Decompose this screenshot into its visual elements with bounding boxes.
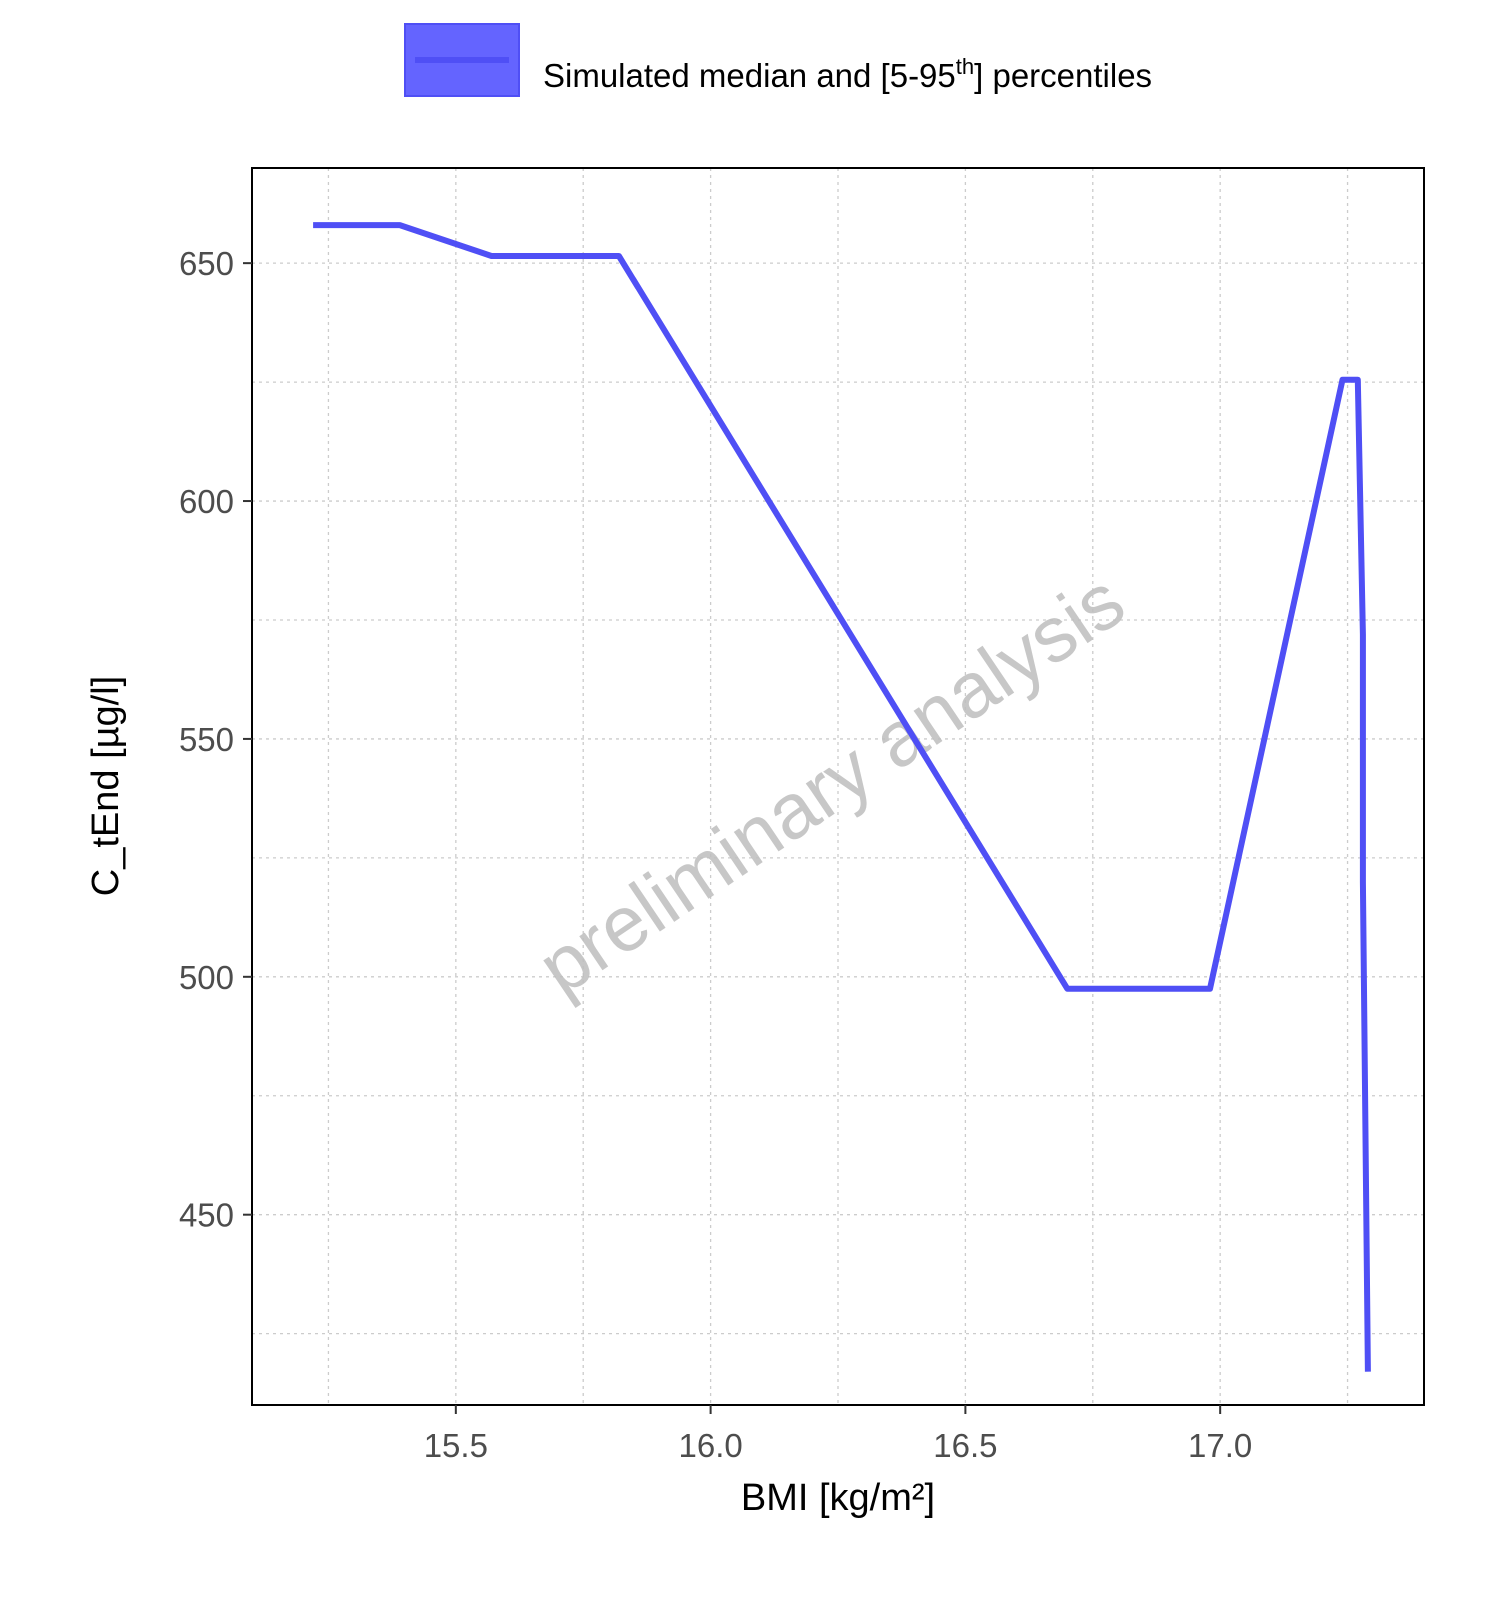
legend-label: Simulated median and [5-95th] percentile… [543,54,1152,94]
legend-label-end: ] percentiles [974,57,1152,94]
y-axis: 450 500 550 600 650 [179,245,252,1234]
x-tick-label: 16.0 [678,1427,742,1464]
median-line [313,222,1371,1372]
y-tick-label: 550 [179,721,234,758]
legend: Simulated median and [5-95th] percentile… [404,23,1152,97]
watermark: preliminary analysis [522,556,1139,1012]
plot-panel: preliminary analysis [251,167,1425,1406]
plot-border [251,167,1425,1406]
x-tick-label: 15.5 [424,1427,488,1464]
x-tick-label: 17.0 [1188,1427,1252,1464]
y-tick-label: 600 [179,483,234,520]
x-axis-title: BMI [kg/m²] [741,1477,935,1519]
grid [252,168,1424,1405]
x-axis: 15.5 16.0 16.5 17.0 [424,1405,1252,1464]
y-axis-title: C_tEnd [µg/l] [85,676,127,896]
y-tick-label: 500 [179,959,234,996]
series-group [313,222,1371,1372]
y-tick-label: 650 [179,245,234,282]
legend-label-main: Simulated median and [5-95 [543,57,956,94]
y-tick-label: 450 [179,1197,234,1234]
legend-label-superscript: th [956,54,974,79]
x-tick-label: 16.5 [933,1427,997,1464]
